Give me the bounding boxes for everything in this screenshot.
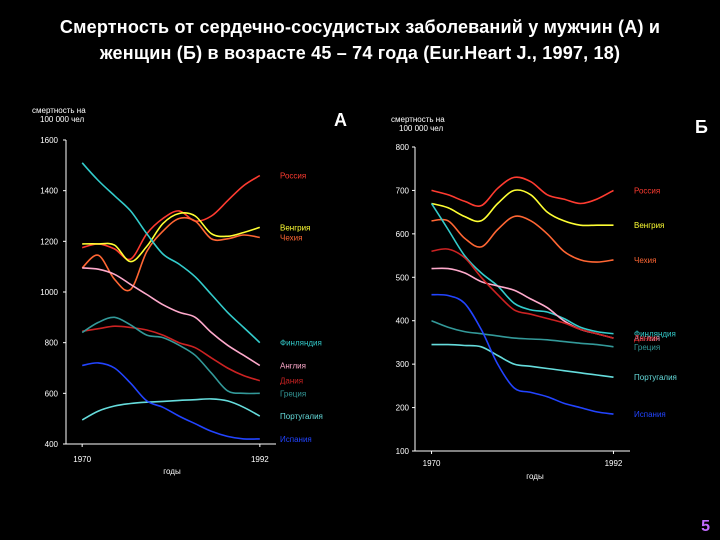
y-axis-label-line1: смертность на <box>391 115 445 124</box>
series-line-дания <box>431 248 614 339</box>
series-label-чехия: Чехия <box>280 234 302 243</box>
series-label-испания: Испания <box>280 435 312 444</box>
series-label-португалия: Португалия <box>634 373 677 382</box>
series-label-англия: Англия <box>634 334 660 343</box>
x-tick-label: 1970 <box>73 455 91 464</box>
y-tick-label: 1200 <box>40 237 58 246</box>
y-tick-label: 400 <box>396 317 410 326</box>
series-label-венгрия: Венгрия <box>280 223 310 232</box>
series-line-португалия <box>81 398 261 421</box>
y-tick-label: 100 <box>396 447 410 456</box>
page-number: 5 <box>701 518 710 535</box>
x-axis-label: годы <box>163 467 181 476</box>
series-line-англия <box>82 267 261 367</box>
series-label-португалия: Португалия <box>280 412 323 421</box>
y-tick-label: 600 <box>396 230 410 239</box>
y-tick-label: 800 <box>45 339 59 348</box>
x-tick-label: 1970 <box>423 459 441 468</box>
series-line-англия <box>431 267 614 339</box>
series-line-финляндия <box>430 203 614 335</box>
series-line-испания <box>431 293 614 415</box>
y-tick-label: 700 <box>396 186 410 195</box>
series-line-финляндия <box>81 162 261 344</box>
series-label-дания: Дания <box>634 334 657 343</box>
panel-letter: А <box>334 110 347 130</box>
series-line-греция <box>431 319 614 348</box>
slide-title: Смертность от сердечно-сосудистых заболе… <box>0 14 720 66</box>
y-axis-label-line2: 100 000 чел <box>399 124 443 133</box>
y-tick-label: 1400 <box>40 187 58 196</box>
y-axis-label-line2: 100 000 чел <box>40 115 84 124</box>
series-label-венгрия: Венгрия <box>634 221 664 230</box>
series-line-венгрия <box>431 189 614 227</box>
y-tick-label: 200 <box>396 404 410 413</box>
series-label-россия: Россия <box>634 186 660 195</box>
y-tick-label: 500 <box>396 273 410 282</box>
x-axis-label: годы <box>526 472 544 481</box>
series-line-россия <box>81 174 261 261</box>
series-label-англия: Англия <box>280 361 306 370</box>
series-label-россия: Россия <box>280 171 306 180</box>
y-tick-label: 1000 <box>40 288 58 297</box>
panel-letter: Б <box>695 117 708 137</box>
series-label-чехия: Чехия <box>634 256 656 265</box>
series-line-венгрия <box>82 212 261 263</box>
series-line-португалия <box>431 343 614 378</box>
y-tick-label: 1600 <box>40 136 58 145</box>
series-label-испания: Испания <box>634 410 666 419</box>
x-tick-label: 1992 <box>605 459 623 468</box>
series-label-дания: Дания <box>280 377 303 386</box>
series-label-греция: Греция <box>634 343 660 352</box>
series-line-испания <box>82 362 260 440</box>
series-label-финляндия: Финляндия <box>280 339 322 348</box>
series-line-чехия <box>81 216 260 292</box>
y-tick-label: 400 <box>45 440 59 449</box>
slide-title-line1: Смертность от сердечно-сосудистых заболе… <box>59 17 661 37</box>
series-label-финляндия: Финляндия <box>634 330 676 339</box>
y-tick-label: 800 <box>396 143 410 152</box>
x-tick-label: 1992 <box>251 455 269 464</box>
y-axis-label-line1: смертность на <box>32 106 86 115</box>
series-label-греция: Греция <box>280 389 306 398</box>
y-tick-label: 600 <box>45 389 59 398</box>
series-line-греция <box>81 316 260 395</box>
slide-title-line2: женщин (Б) в возрасте 45 – 74 года (Eur.… <box>99 43 621 63</box>
series-line-чехия <box>431 215 614 263</box>
series-line-россия <box>431 176 614 207</box>
y-tick-label: 300 <box>396 360 410 369</box>
series-line-дания <box>82 325 261 382</box>
